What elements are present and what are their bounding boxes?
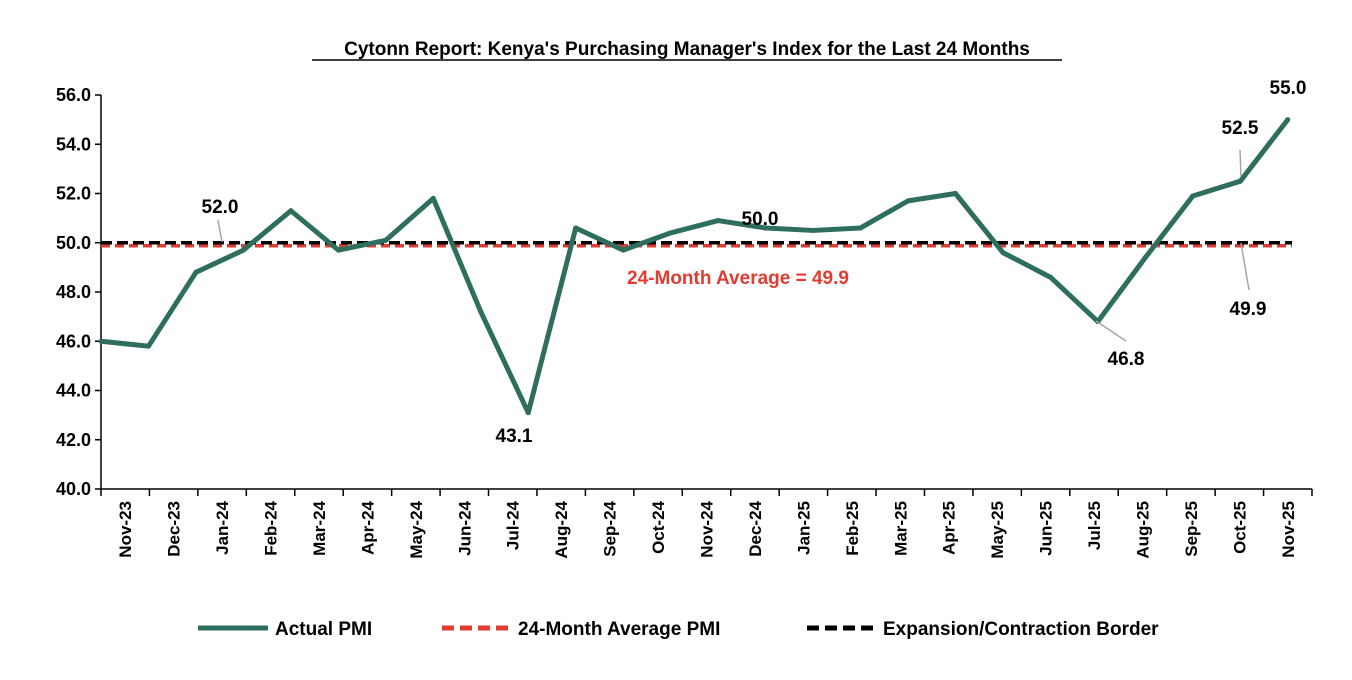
pmi-point	[240, 247, 246, 253]
x-tick-label: Mar-24	[310, 500, 329, 555]
x-tick-label: Oct-24	[649, 500, 668, 553]
pmi-point	[383, 237, 389, 243]
actual-pmi-line	[100, 118, 1290, 416]
y-ticks: 40.0 42.0 44.0 46.0 48.0 50.0 52.0 54.0 56.0	[56, 85, 101, 499]
legend-label-average-pmi: 24-Month Average PMI	[518, 619, 720, 640]
pmi-point	[1237, 178, 1243, 184]
pmi-points	[98, 117, 1291, 416]
data-label-52-0: 52.0	[202, 197, 239, 218]
x-tick-label: Mar-25	[891, 501, 910, 556]
x-tick-label: Dec-23	[165, 501, 184, 557]
y-tick-label: 54.0	[56, 134, 91, 154]
x-tick-label: Sep-25	[1182, 501, 1201, 557]
leader-line-46-8	[1095, 320, 1127, 342]
pmi-point	[1285, 117, 1291, 123]
legend-label-actual-pmi: Actual PMI	[275, 619, 372, 640]
x-tick-label: Jan-24	[213, 500, 232, 554]
leader-line-49-9	[1240, 242, 1250, 291]
y-tick-label: 46.0	[56, 331, 91, 351]
pmi-point	[952, 191, 958, 196]
chart-title: Cytonn Report: Kenya's Purchasing Manage…	[344, 39, 1030, 60]
pmi-point	[1047, 274, 1053, 280]
x-tick-label: Jun-24	[455, 500, 474, 555]
y-tick-label: 52.0	[56, 184, 91, 204]
pmi-point	[1000, 250, 1006, 256]
pmi-point	[288, 208, 294, 214]
x-tick-label: Nov-25	[1279, 501, 1298, 558]
pmi-point	[430, 195, 436, 201]
y-tick-label: 56.0	[56, 85, 91, 105]
x-tick-label: Jan-25	[794, 501, 813, 555]
y-tick-label: 48.0	[56, 282, 91, 302]
pmi-point	[98, 338, 104, 344]
x-tick-label: May-25	[988, 501, 1007, 559]
legend-label-border: Expansion/Contraction Border	[883, 619, 1159, 640]
pmi-point	[525, 410, 531, 416]
x-tick-label: Oct-25	[1230, 501, 1249, 554]
x-tick-label: Jul-25	[1085, 501, 1104, 550]
x-tick-label: Aug-25	[1133, 501, 1152, 559]
x-tick-label: Feb-25	[843, 501, 862, 556]
pmi-point	[1142, 255, 1148, 261]
x-tick-label: Aug-24	[552, 500, 571, 558]
pmi-point	[573, 225, 579, 231]
x-tick-label: Apr-25	[940, 501, 959, 555]
x-tick-label: Nov-24	[698, 500, 717, 557]
leader-line-52-0	[217, 219, 223, 243]
average-annotation: 24-Month Average = 49.9	[627, 268, 849, 289]
pmi-point	[1190, 193, 1196, 199]
x-tick-label: Jun-25	[1037, 501, 1056, 556]
pmi-point	[193, 269, 199, 275]
x-tick-label: Sep-24	[601, 500, 620, 556]
pmi-point	[145, 343, 151, 349]
leader-line-52-5	[1239, 149, 1242, 177]
data-label-52-5: 52.5	[1222, 118, 1259, 139]
data-label-55-0: 55.0	[1270, 78, 1307, 99]
pmi-point	[668, 230, 674, 236]
pmi-point	[335, 247, 341, 253]
pmi-point	[620, 247, 626, 253]
x-tick-label: Feb-24	[262, 500, 281, 555]
x-tick-label: Apr-24	[358, 500, 377, 554]
x-tick-label: Dec-24	[746, 500, 765, 556]
pmi-point	[715, 218, 721, 224]
pmi-point	[858, 225, 864, 231]
y-tick-label: 50.0	[56, 233, 91, 253]
pmi-point	[478, 309, 484, 315]
x-ticks: Nov-23 Dec-23 Jan-24 Feb-24 Mar-24 Apr-24 May-…	[100, 489, 1313, 559]
data-label-49-9: 49.9	[1230, 299, 1267, 320]
pmi-point	[763, 225, 769, 231]
x-tick-label: May-24	[407, 500, 426, 558]
x-tick-label: Nov-23	[116, 501, 135, 558]
data-label-46-8: 46.8	[1108, 349, 1145, 370]
y-tick-label: 40.0	[56, 479, 91, 499]
data-label-50-0: 50.0	[742, 209, 779, 230]
pmi-point	[905, 198, 911, 204]
pmi-point	[810, 227, 816, 233]
y-tick-label: 44.0	[56, 381, 91, 401]
legend: Actual PMI 24-Month Average PMI Expansio…	[198, 619, 1159, 640]
x-tick-label: Jul-24	[504, 500, 523, 550]
y-tick-label: 42.0	[56, 430, 91, 450]
data-label-43-1: 43.1	[496, 426, 533, 447]
